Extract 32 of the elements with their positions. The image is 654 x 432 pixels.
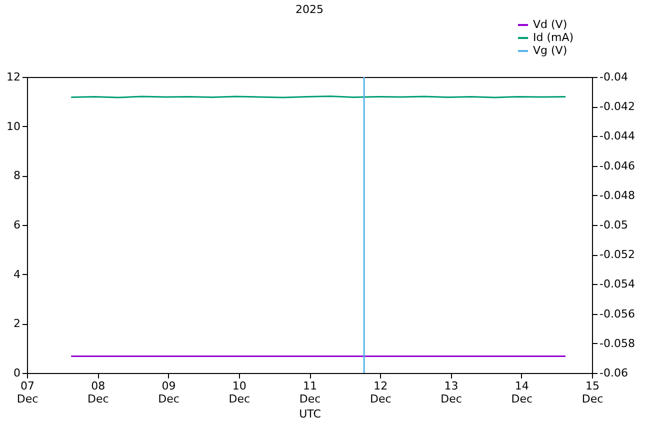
- y-tick-label: 2: [14, 317, 20, 330]
- y-tick-label: 4: [14, 268, 20, 281]
- y2-tick-label: -0.048: [600, 188, 635, 202]
- x-tick-label: 11 Dec: [299, 380, 321, 406]
- x-tick-label: 12 Dec: [370, 380, 392, 406]
- y2-tick-label: -0.06: [600, 366, 628, 380]
- x-tick-label: 14 Dec: [511, 380, 533, 406]
- y2-tick-label: -0.054: [600, 278, 635, 291]
- x-tick-label: 07 Dec: [16, 380, 38, 406]
- x-tick-label: 10 Dec: [228, 380, 250, 406]
- y2-tick-label: -0.05: [600, 218, 628, 232]
- y-tick-label: 6: [14, 218, 20, 232]
- legend-label: Vg (V): [533, 44, 568, 57]
- chart-title: 2025: [296, 3, 324, 16]
- x-tick-label: 15 Dec: [582, 380, 604, 406]
- x-tick-label: 08 Dec: [87, 380, 109, 406]
- y2-tick-label: -0.058: [600, 336, 635, 350]
- y-tick-label: 12: [6, 70, 20, 84]
- y-tick-label: 0: [14, 366, 20, 380]
- y2-tick-label: -0.052: [600, 248, 635, 262]
- legend-label: Id (mA): [533, 31, 574, 44]
- y-tick-label: 10: [6, 120, 20, 133]
- x-tick-label: 13 Dec: [440, 380, 462, 406]
- y2-tick-label: -0.056: [600, 307, 635, 320]
- y2-tick-label: -0.042: [600, 100, 635, 114]
- x-tick-label: 09 Dec: [158, 380, 180, 406]
- x-axis-title: UTC: [299, 408, 322, 420]
- y2-tick-label: -0.04: [600, 70, 628, 84]
- legend-label: Vd (V): [533, 18, 568, 31]
- y2-tick-label: -0.044: [600, 130, 635, 143]
- y-tick-label: 8: [14, 169, 20, 182]
- y2-tick-label: -0.046: [600, 159, 635, 172]
